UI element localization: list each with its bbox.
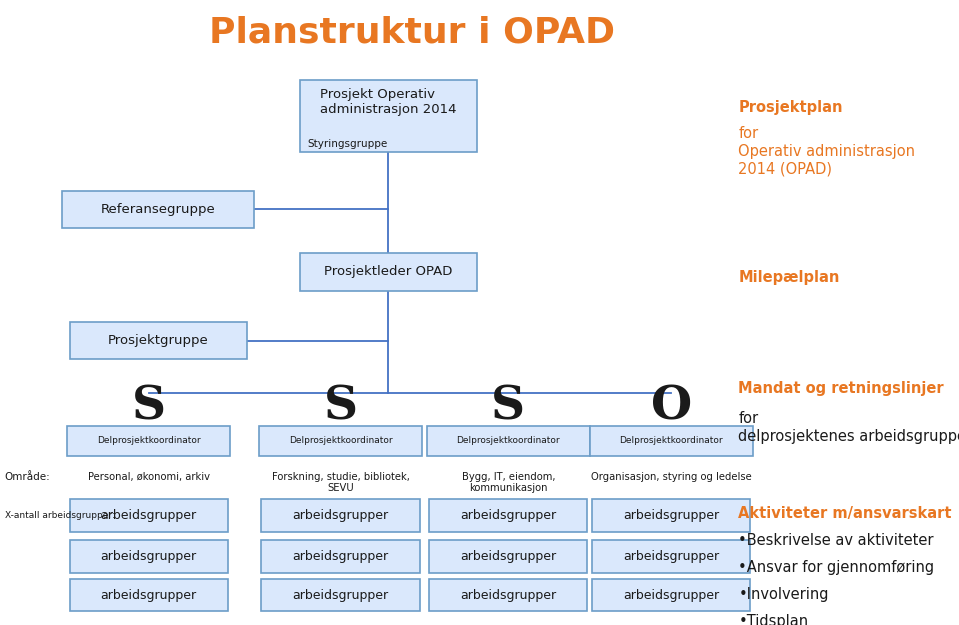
- Text: Styringsgruppe: Styringsgruppe: [308, 139, 387, 149]
- Text: arbeidsgrupper: arbeidsgrupper: [101, 550, 197, 562]
- Text: Prosjektgruppe: Prosjektgruppe: [107, 334, 209, 347]
- Text: Forskning, studie, bibliotek,
SEVU: Forskning, studie, bibliotek, SEVU: [271, 472, 409, 494]
- Text: arbeidsgrupper: arbeidsgrupper: [460, 550, 556, 562]
- Text: Område:: Område:: [5, 472, 51, 482]
- Text: arbeidsgrupper: arbeidsgrupper: [292, 589, 388, 601]
- FancyBboxPatch shape: [592, 579, 751, 611]
- FancyBboxPatch shape: [592, 540, 751, 572]
- Text: O: O: [651, 383, 691, 429]
- Text: arbeidsgrupper: arbeidsgrupper: [460, 589, 556, 601]
- Text: arbeidsgrupper: arbeidsgrupper: [623, 550, 719, 562]
- Text: S: S: [491, 383, 526, 429]
- Text: •Tidsplan: •Tidsplan: [738, 614, 808, 625]
- FancyBboxPatch shape: [299, 253, 478, 291]
- Text: Organisasjon, styring og ledelse: Organisasjon, styring og ledelse: [591, 472, 752, 482]
- Text: Mandat og retningslinjer: Mandat og retningslinjer: [738, 381, 944, 396]
- FancyBboxPatch shape: [261, 540, 420, 572]
- FancyBboxPatch shape: [69, 579, 228, 611]
- FancyBboxPatch shape: [427, 426, 590, 456]
- FancyBboxPatch shape: [430, 499, 587, 532]
- Text: arbeidsgrupper: arbeidsgrupper: [101, 589, 197, 601]
- Text: •Involvering: •Involvering: [738, 587, 829, 602]
- Text: Prosjektplan: Prosjektplan: [738, 100, 843, 115]
- Text: X-antall arbeidsgrupper:: X-antall arbeidsgrupper:: [5, 511, 115, 520]
- Text: arbeidsgrupper: arbeidsgrupper: [623, 589, 719, 601]
- Text: for
Operativ administrasjon
2014 (OPAD): for Operativ administrasjon 2014 (OPAD): [738, 126, 916, 176]
- Text: S: S: [131, 383, 166, 429]
- Text: arbeidsgrupper: arbeidsgrupper: [292, 509, 388, 522]
- Text: arbeidsgrupper: arbeidsgrupper: [101, 509, 197, 522]
- FancyBboxPatch shape: [69, 540, 228, 572]
- Text: •Beskrivelse av aktiviteter: •Beskrivelse av aktiviteter: [738, 533, 934, 548]
- Text: Prosjekt Operativ
administrasjon 2014: Prosjekt Operativ administrasjon 2014: [320, 88, 456, 116]
- Text: arbeidsgrupper: arbeidsgrupper: [623, 509, 719, 522]
- Text: arbeidsgrupper: arbeidsgrupper: [292, 550, 388, 562]
- FancyBboxPatch shape: [430, 540, 587, 572]
- Text: Bygg, IT, eiendom,
kommunikasjon: Bygg, IT, eiendom, kommunikasjon: [461, 472, 555, 494]
- Text: Delprosjektkoordinator: Delprosjektkoordinator: [289, 436, 392, 445]
- Text: •Ansvar for gjennomføring: •Ansvar for gjennomføring: [738, 560, 935, 575]
- FancyBboxPatch shape: [62, 191, 254, 228]
- Text: Personal, økonomi, arkiv: Personal, økonomi, arkiv: [87, 472, 210, 482]
- Text: Delprosjektkoordinator: Delprosjektkoordinator: [97, 436, 200, 445]
- FancyBboxPatch shape: [67, 426, 230, 456]
- Text: arbeidsgrupper: arbeidsgrupper: [460, 509, 556, 522]
- Text: Milepælplan: Milepælplan: [738, 270, 840, 285]
- Text: Prosjektleder OPAD: Prosjektleder OPAD: [324, 266, 453, 278]
- FancyBboxPatch shape: [299, 79, 478, 152]
- Text: Aktiviteter m/ansvarskart: Aktiviteter m/ansvarskart: [738, 506, 952, 521]
- Text: Referansegruppe: Referansegruppe: [101, 203, 216, 216]
- FancyBboxPatch shape: [69, 499, 228, 532]
- FancyBboxPatch shape: [430, 579, 587, 611]
- FancyBboxPatch shape: [592, 499, 751, 532]
- Text: Delprosjektkoordinator: Delprosjektkoordinator: [620, 436, 723, 445]
- FancyBboxPatch shape: [70, 322, 247, 359]
- Text: Delprosjektkoordinator: Delprosjektkoordinator: [456, 436, 560, 445]
- Text: for
delprosjektenes arbeidsgrupper: for delprosjektenes arbeidsgrupper: [738, 411, 959, 444]
- Text: Planstruktur i OPAD: Planstruktur i OPAD: [209, 16, 616, 49]
- Text: S: S: [323, 383, 358, 429]
- FancyBboxPatch shape: [590, 426, 753, 456]
- FancyBboxPatch shape: [261, 579, 420, 611]
- FancyBboxPatch shape: [261, 499, 420, 532]
- FancyBboxPatch shape: [259, 426, 422, 456]
